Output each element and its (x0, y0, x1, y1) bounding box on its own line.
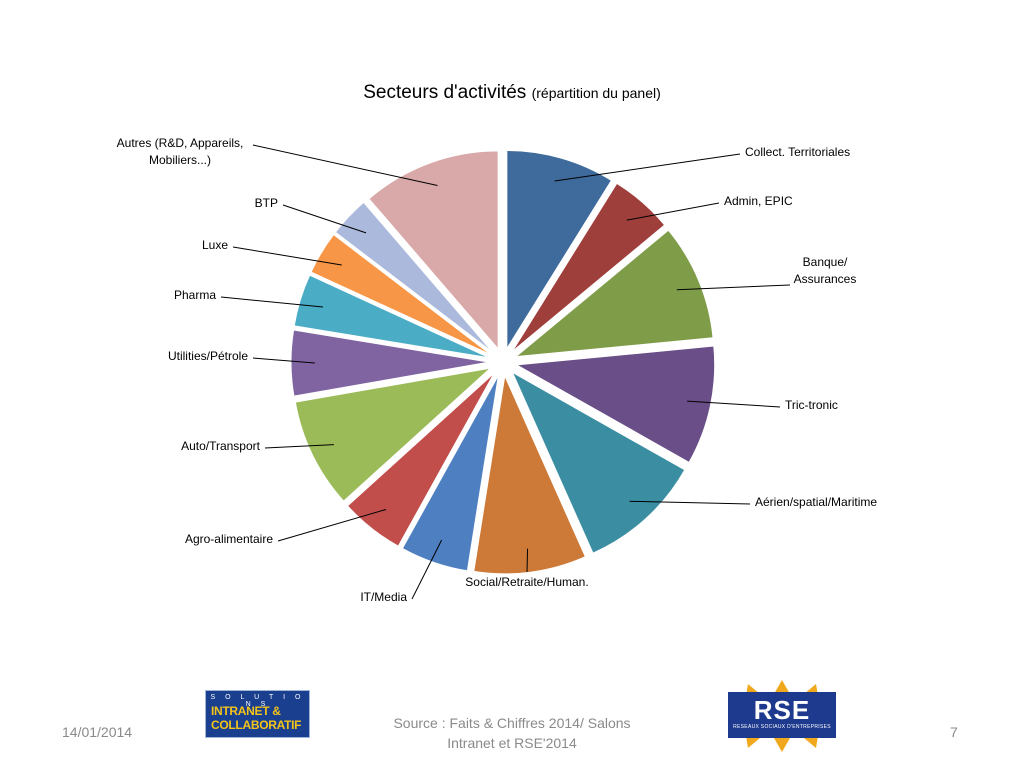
pie-slice-1 (511, 182, 666, 352)
pie-slice-9 (290, 329, 490, 397)
logo-solutions-text: S O L U T I O N S (210, 694, 305, 708)
slice-label-3: Tric-tronic (785, 398, 838, 412)
slice-label-8: Auto/Transport (181, 439, 261, 453)
leader-line-3 (687, 400, 781, 408)
slice-label-10: Pharma (174, 288, 216, 302)
source-line-1: Source : Faits & Chiffres 2014/ Salons (393, 715, 631, 731)
pie-slice-12 (334, 201, 494, 353)
chart-subtitle: (répartition du panel) (531, 85, 661, 101)
leader-line-0 (554, 153, 741, 182)
leader-line-9 (252, 357, 315, 364)
leader-line-5 (526, 548, 529, 573)
slice-label-2: Banque/Assurances (794, 255, 857, 286)
footer-source: Source : Faits & Chiffres 2014/ Salons I… (372, 713, 652, 753)
leader-line-6 (411, 539, 443, 600)
leader-line-8 (264, 444, 334, 449)
slice-label-0: Collect. Territoriales (745, 145, 850, 159)
rse-box (728, 692, 836, 738)
pie-slice-4 (511, 371, 686, 554)
logo-line1: INTRANET & (211, 704, 281, 718)
slice-label-5: Social/Retraite/Human. (465, 575, 588, 589)
leader-line-1 (626, 202, 720, 221)
leader-line-7 (277, 509, 387, 542)
pie-slice-2 (514, 229, 714, 358)
leader-line-11 (232, 246, 342, 266)
pie-slice-13 (368, 150, 499, 351)
pie-slice-3 (515, 345, 716, 464)
pie-slice-5 (473, 374, 587, 575)
slice-label-4: Aérien/spatial/Maritime (755, 495, 877, 509)
pie-slice-0 (506, 150, 613, 351)
leader-line-2 (676, 284, 791, 291)
pie-slice-10 (293, 274, 490, 359)
slice-label-9: Utilities/Pétrole (168, 349, 248, 363)
pie-slice-7 (346, 372, 495, 547)
pie-chart: Collect. Territoriales Admin, EPIC Banque/… (117, 136, 878, 604)
slice-label-11: Luxe (202, 238, 228, 252)
leader-line-12 (282, 204, 367, 234)
slice-label-13: Autres (R&D, Appareils, Mobiliers...) (117, 136, 244, 167)
rse-logo: RSE RESEAUX SOCIAUX D'ENTREPRISES (728, 680, 836, 752)
slice-label-12: BTP (255, 196, 278, 210)
footer-date: 14/01/2014 (62, 724, 133, 740)
intranet-collaboratif-logo: S O L U T I O N S INTRANET & COLLABORATI… (205, 690, 310, 738)
chart-title-block: Secteurs d'activités (répartition du pan… (0, 82, 1024, 104)
page-number: 7 (950, 724, 958, 740)
chart-title: Secteurs d'activités (363, 82, 527, 103)
leader-line-4 (629, 500, 751, 505)
source-line-2: Intranet et RSE'2014 (447, 735, 577, 751)
pie-slice-6 (401, 374, 499, 572)
pie-slice-8 (294, 367, 493, 502)
leader-line-13 (252, 144, 438, 187)
logo-line2: COLLABORATIF (211, 718, 302, 732)
slice-label-7: Agro-alimentaire (185, 532, 273, 546)
rse-text: RSE (753, 695, 811, 725)
pie-slice-11 (310, 233, 492, 356)
slice-label-1: Admin, EPIC (724, 194, 793, 208)
slice-label-6: IT/Media (360, 590, 407, 604)
rse-subtitle: RESEAUX SOCIAUX D'ENTREPRISES (733, 724, 831, 730)
leader-line-10 (220, 296, 324, 308)
